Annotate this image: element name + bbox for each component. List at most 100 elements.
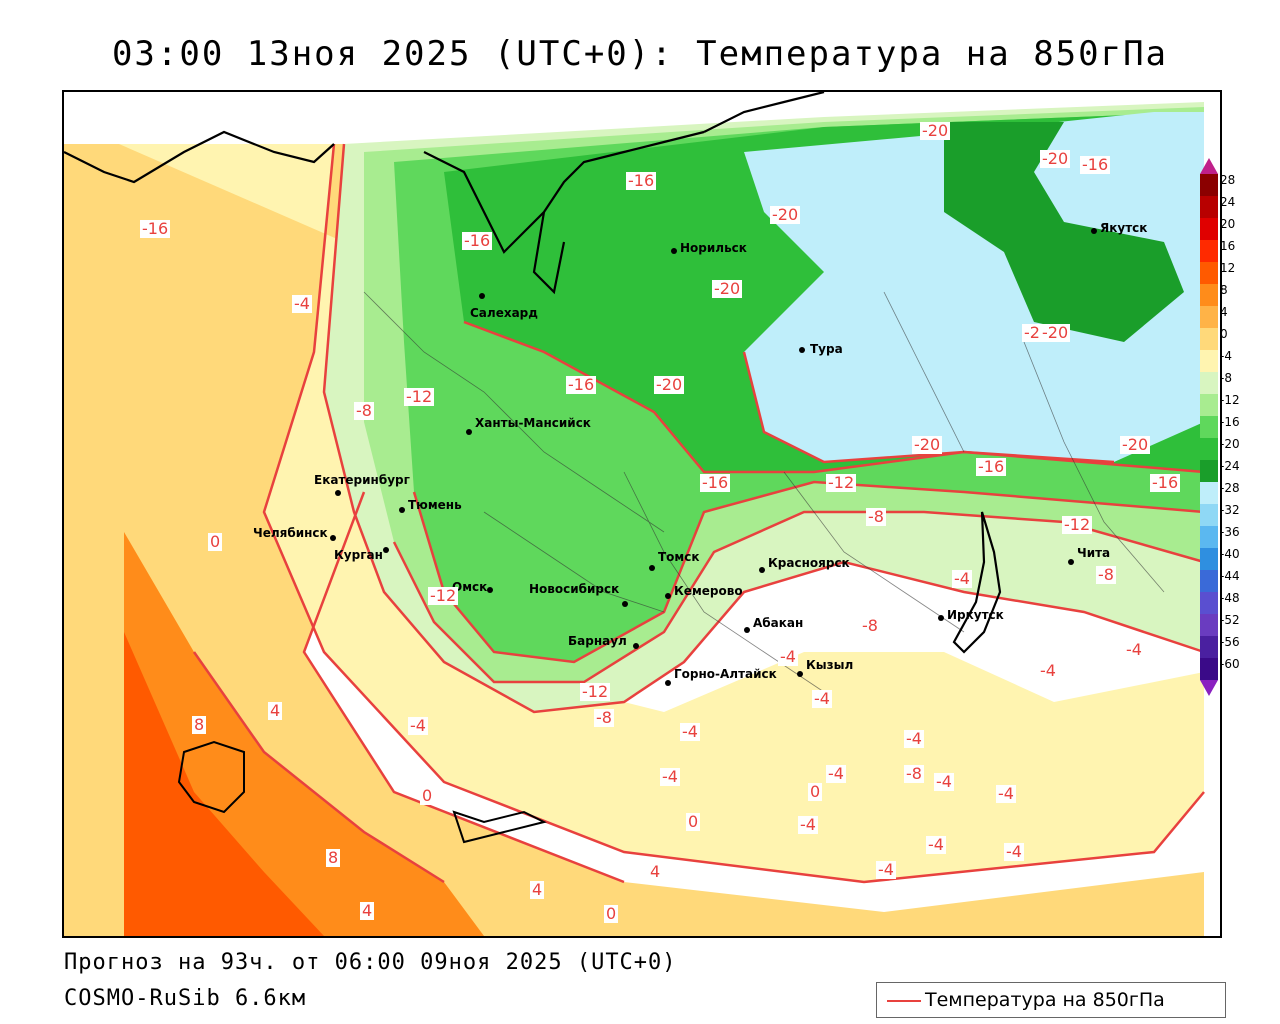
colorbar-tick-label: -28	[1220, 481, 1240, 495]
city-marker	[938, 615, 944, 621]
colorbar-swatch	[1200, 636, 1218, 658]
city-marker	[466, 429, 472, 435]
isotherm-label: -4	[778, 647, 798, 666]
isotherm-label: -4	[904, 729, 924, 748]
city-label: Горно-Алтайск	[674, 667, 777, 681]
city-marker	[330, 535, 336, 541]
city-marker	[622, 601, 628, 607]
city-label: Екатеринбург	[314, 473, 410, 487]
isotherm-label: -4	[1038, 661, 1058, 680]
isotherm-label: -4	[926, 835, 946, 854]
colorbar-swatch	[1200, 174, 1218, 196]
colorbar-tick-label: -44	[1220, 569, 1240, 583]
city-label: Тюмень	[408, 498, 462, 512]
colorbar-tick-label: -4	[1220, 349, 1232, 363]
isotherm-label: -8	[860, 616, 880, 635]
isotherm-label: -4	[934, 772, 954, 791]
isotherm-label: -16	[1080, 155, 1111, 174]
isotherm-label: -16	[1150, 473, 1181, 492]
colorbar-tick-label: 0	[1220, 327, 1228, 341]
colorbar-tick-label: -60	[1220, 657, 1240, 671]
city-label: Курган	[334, 548, 383, 562]
isotherm-label: -16	[626, 171, 657, 190]
city-marker	[671, 248, 677, 254]
colorbar-tick-label: -20	[1220, 437, 1240, 451]
colorbar-swatch	[1200, 438, 1218, 460]
colorbar-swatch	[1200, 394, 1218, 416]
city-marker	[665, 593, 671, 599]
isotherm-label: 8	[192, 715, 207, 734]
city-label: Кызыл	[806, 658, 854, 672]
colorbar-tick-label: 4	[1220, 305, 1228, 319]
isotherm-label: -20	[920, 121, 951, 140]
isotherm-label: -16	[140, 219, 171, 238]
isotherm-label: 0	[808, 782, 823, 801]
city-marker	[633, 643, 639, 649]
isotherm-label: -4	[876, 860, 896, 879]
colorbar-tick-label: -12	[1220, 393, 1240, 407]
colorbar-swatch	[1200, 592, 1218, 614]
city-label: Кемерово	[674, 584, 743, 598]
isotherm-label: 0	[686, 812, 701, 831]
colorbar-swatch	[1200, 614, 1218, 636]
isotherm-label: -4	[996, 784, 1016, 803]
colorbar-swatch	[1200, 240, 1218, 262]
isotherm-label: 4	[530, 880, 545, 899]
isotherm-label: -4	[660, 767, 680, 786]
field-warm-0	[119, 144, 1204, 882]
temperature-map	[64, 92, 1205, 936]
isotherm-label: -4	[292, 294, 312, 313]
isotherm-label: 0	[420, 786, 435, 805]
colorbar-tick-label: -32	[1220, 503, 1240, 517]
map-title: 03:00 13ноя 2025 (UTC+0): Температура на…	[111, 34, 1169, 74]
colorbar-swatch	[1200, 350, 1218, 372]
city-label: Челябинск	[253, 526, 328, 540]
isotherm-label: -20	[912, 435, 943, 454]
isotherm-label: -8	[904, 764, 924, 783]
city-marker	[383, 547, 389, 553]
colorbar-swatch	[1200, 262, 1218, 284]
city-marker	[1091, 228, 1097, 234]
isotherm-label: -8	[354, 401, 374, 420]
isotherm-label: -4	[1124, 640, 1144, 659]
city-label: Салехард	[470, 306, 538, 320]
city-marker	[799, 347, 805, 353]
city-label: Новосибирск	[529, 582, 620, 596]
city-marker	[665, 680, 671, 686]
isotherm-label: -20	[1040, 323, 1071, 342]
isotherm-label: -12	[428, 586, 459, 605]
isotherm-label: -4	[408, 716, 428, 735]
isotherm-label: 0	[604, 904, 619, 923]
city-label: Норильск	[680, 241, 747, 255]
isotherm-label: -16	[700, 473, 731, 492]
isotherm-label: 4	[648, 862, 663, 881]
city-label: Омск	[452, 580, 488, 594]
colorbar-tick-label: 20	[1220, 217, 1236, 231]
city-label: Якутск	[1100, 221, 1148, 235]
caspian-coast	[177, 740, 547, 844]
isotherm-label: -4	[680, 722, 700, 741]
city-marker	[479, 293, 485, 299]
lake-baikal	[952, 511, 1002, 654]
city-marker	[759, 567, 765, 573]
isotherm-label: -4	[826, 764, 846, 783]
colorbar-swatch	[1200, 196, 1218, 218]
isotherm-label: 8	[326, 848, 341, 867]
city-label: Абакан	[753, 616, 804, 630]
isotherm-label: -12	[404, 387, 435, 406]
isotherm-label: -8	[594, 708, 614, 727]
colorbar-tick-label: -36	[1220, 525, 1240, 539]
field-cold-20	[744, 112, 1204, 462]
city-marker	[1068, 559, 1074, 565]
colorbar-tick-label: 12	[1220, 261, 1236, 275]
colorbar-swatch	[1200, 328, 1218, 350]
colorbar-swatch	[1200, 416, 1218, 438]
colorbar-swatch	[1200, 526, 1218, 548]
isotherm-label: -20	[770, 205, 801, 224]
city-label: Тура	[810, 342, 843, 356]
colorbar-tick-label: 16	[1220, 239, 1236, 253]
city-marker	[335, 490, 341, 496]
isotherm-label: -20	[654, 375, 685, 394]
colorbar-tick-label: -52	[1220, 613, 1240, 627]
isotherm-label: -12	[826, 473, 857, 492]
